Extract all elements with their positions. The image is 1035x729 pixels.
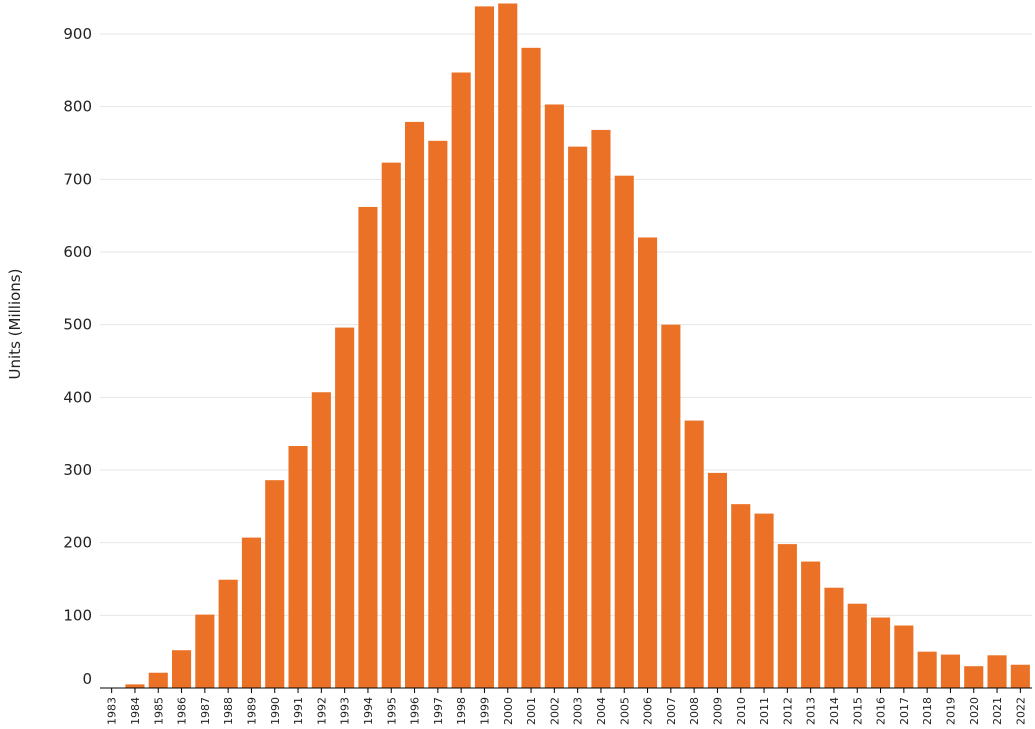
x-tick-label: 1998 [455, 697, 468, 725]
bar-2010 [731, 504, 751, 688]
x-tick-label: 1987 [199, 697, 212, 725]
bar-2017 [894, 625, 914, 688]
bar-2011 [754, 513, 774, 688]
x-tick-label: 1988 [222, 697, 235, 725]
bar-1995 [381, 162, 401, 688]
y-tick-label: 300 [63, 461, 92, 479]
x-tick-label: 1983 [106, 697, 119, 725]
bar-1999 [474, 6, 495, 689]
y-tick-label: 800 [63, 98, 92, 116]
x-tick-label: 1986 [176, 697, 189, 725]
x-tick-label: 2015 [851, 697, 864, 725]
bar-2015 [847, 603, 867, 688]
x-tick-label: 2016 [875, 697, 888, 725]
bar-2002 [544, 104, 564, 688]
x-tick-label: 2021 [991, 697, 1004, 725]
bar-2019 [940, 654, 961, 688]
x-tick-label: 2003 [572, 697, 585, 725]
x-tick-label: 2017 [898, 697, 911, 725]
x-tick-label: 2006 [642, 697, 655, 725]
bar-2020 [964, 666, 984, 688]
bar-1987 [195, 614, 215, 688]
bar-2000 [498, 3, 518, 689]
x-tick-label: 1990 [269, 697, 282, 725]
bar-1996 [404, 121, 425, 689]
axes: 0 100 200 300 400 500 600 700 800 900 1983 1984 1985… [63, 25, 1032, 725]
y-tick-label: 700 [63, 170, 92, 188]
bar-1998 [451, 72, 471, 689]
y-tick-label: 200 [63, 534, 92, 552]
y-tick-label: 100 [63, 606, 92, 624]
bar-1985 [148, 672, 168, 688]
gridlines [100, 33, 1032, 616]
x-tick-label: 2022 [1014, 697, 1027, 725]
y-tick-label: 500 [63, 316, 92, 334]
bar-2006 [637, 237, 658, 688]
bar-1984 [125, 684, 145, 688]
x-tick-label: 2007 [665, 697, 678, 725]
y-tick-label: 400 [63, 388, 92, 406]
bar-2008 [684, 420, 704, 688]
bar-1990 [265, 480, 285, 688]
bar-2003 [568, 146, 588, 689]
x-tick-label: 1999 [478, 697, 491, 725]
y-tick-label: 600 [63, 243, 92, 261]
bar-1997 [428, 140, 448, 688]
bar-2012 [777, 544, 797, 688]
bar-1991 [288, 446, 308, 688]
x-tick-label: 1994 [362, 697, 375, 725]
bar-2004 [591, 129, 611, 689]
bar-2018 [917, 651, 937, 688]
bar-2013 [801, 561, 821, 688]
x-tick-label: 1992 [315, 697, 328, 725]
y-tick-label: 900 [63, 25, 92, 43]
x-tick-label: 1989 [245, 697, 258, 725]
bar-1986 [171, 650, 192, 688]
bar-2009 [707, 472, 728, 688]
x-tick-label: 1984 [129, 697, 142, 725]
x-tick-label: 2010 [735, 697, 748, 725]
x-tick-label: 2001 [525, 697, 538, 725]
x-tick-label: 1985 [152, 697, 165, 725]
x-tick-label: 2018 [921, 697, 934, 725]
x-tick-label: 2008 [688, 697, 701, 725]
bar-1992 [311, 392, 331, 688]
x-tick-label: 1996 [409, 697, 422, 725]
x-tick-label: 2000 [502, 697, 515, 725]
bar-2022 [1010, 664, 1030, 688]
x-tick-label: 2012 [781, 697, 794, 725]
x-tick-label: 1993 [339, 697, 352, 725]
x-tick-label: 2019 [944, 697, 957, 725]
bar-2005 [614, 175, 634, 688]
x-tick-label: 1991 [292, 697, 305, 725]
x-tick-label: 2005 [618, 697, 631, 725]
x-tick-label: 1995 [385, 697, 398, 725]
bars [125, 3, 1030, 689]
bar-2007 [661, 324, 681, 688]
bar-1988 [218, 579, 238, 688]
bar-1989 [241, 537, 262, 688]
x-tick-label: 1997 [432, 697, 445, 725]
bar-2001 [521, 47, 541, 689]
bar-2016 [870, 617, 891, 688]
bar-1994 [358, 206, 378, 689]
bar-1993 [335, 327, 355, 688]
x-tick-label: 2002 [548, 697, 561, 725]
y-tick-label: 0 [82, 670, 92, 688]
x-tick-label: 2020 [968, 697, 981, 725]
x-tick-label: 2011 [758, 697, 771, 725]
x-tick-label: 2009 [711, 697, 724, 725]
x-tick-label: 2013 [805, 697, 818, 725]
x-tick-label: 2014 [828, 697, 841, 725]
bar-2014 [824, 587, 844, 688]
x-tick-label: 2004 [595, 697, 608, 725]
bar-2021 [987, 655, 1007, 688]
